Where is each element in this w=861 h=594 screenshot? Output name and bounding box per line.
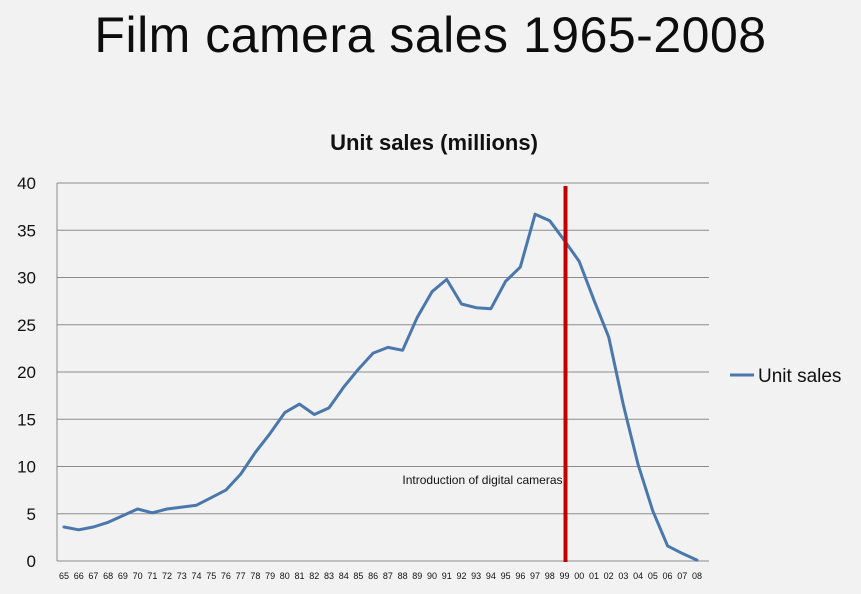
chart-title: Unit sales (millions) xyxy=(330,130,538,155)
x-tick-label: 08 xyxy=(692,571,702,581)
x-tick-label: 68 xyxy=(103,571,113,581)
y-tick-label: 20 xyxy=(17,363,36,382)
x-tick-label: 88 xyxy=(398,571,408,581)
x-tick-label: 06 xyxy=(663,571,673,581)
digital-introduction-marker: Introduction of digital cameras xyxy=(402,186,568,562)
x-tick-label: 99 xyxy=(560,571,570,581)
x-tick-label: 79 xyxy=(265,571,275,581)
x-tick-label: 70 xyxy=(133,571,143,581)
y-tick-label: 30 xyxy=(17,269,36,288)
legend-label: Unit sales xyxy=(758,366,841,387)
x-tick-label: 74 xyxy=(191,571,201,581)
x-tick-label: 81 xyxy=(295,571,305,581)
y-tick-label: 25 xyxy=(17,316,36,335)
y-tick-label: 15 xyxy=(17,410,36,429)
x-tick-label: 67 xyxy=(88,571,98,581)
y-tick-label: 35 xyxy=(17,221,36,240)
gridlines xyxy=(57,182,709,562)
x-tick-labels: 65 66 67 68 69 70 71 72 73 74 75 76 77 78 79 80 81 82 83 84… xyxy=(59,571,702,581)
x-tick-label: 73 xyxy=(177,571,187,581)
x-tick-label: 92 xyxy=(456,571,466,581)
x-tick-label: 04 xyxy=(633,571,643,581)
x-tick-label: 69 xyxy=(118,571,128,581)
digital-marker-annotation: Introduction of digital cameras xyxy=(402,473,562,487)
series-line-unit-sales xyxy=(62,212,699,562)
x-tick-label: 00 xyxy=(574,571,584,581)
x-tick-label: 91 xyxy=(442,571,452,581)
x-tick-label: 86 xyxy=(368,571,378,581)
page-title: Film camera sales 1965-2008 xyxy=(94,7,767,63)
legend: Unit sales xyxy=(730,366,841,387)
x-tick-label: 72 xyxy=(162,571,172,581)
x-tick-label: 96 xyxy=(515,571,525,581)
series-lines xyxy=(62,212,699,562)
x-tick-label: 93 xyxy=(471,571,481,581)
x-tick-label: 02 xyxy=(604,571,614,581)
x-tick-label: 66 xyxy=(74,571,84,581)
x-tick-label: 94 xyxy=(486,571,496,581)
x-tick-label: 78 xyxy=(250,571,260,581)
x-tick-label: 01 xyxy=(589,571,599,581)
x-tick-label: 97 xyxy=(530,571,540,581)
x-tick-label: 77 xyxy=(236,571,246,581)
x-tick-label: 95 xyxy=(501,571,511,581)
x-tick-label: 76 xyxy=(221,571,231,581)
x-tick-label: 71 xyxy=(147,571,157,581)
x-tick-label: 83 xyxy=(324,571,334,581)
x-tick-label: 07 xyxy=(677,571,687,581)
x-tick-label: 80 xyxy=(280,571,290,581)
y-tick-label: 40 xyxy=(17,174,36,193)
x-tick-label: 82 xyxy=(309,571,319,581)
x-tick-label: 75 xyxy=(206,571,216,581)
axes xyxy=(56,183,709,562)
y-tick-label: 10 xyxy=(17,458,36,477)
y-tick-label: 5 xyxy=(27,505,36,524)
x-tick-label: 90 xyxy=(427,571,437,581)
y-tick-label: 0 xyxy=(27,552,36,571)
x-tick-label: 03 xyxy=(618,571,628,581)
x-tick-label: 05 xyxy=(648,571,658,581)
y-tick-labels: 0 5 10 15 20 25 30 35 40 xyxy=(17,174,36,571)
x-tick-label: 65 xyxy=(59,571,69,581)
x-tick-label: 89 xyxy=(412,571,422,581)
x-tick-label: 85 xyxy=(353,571,363,581)
x-tick-label: 84 xyxy=(339,571,349,581)
x-tick-label: 87 xyxy=(383,571,393,581)
x-tick-label: 98 xyxy=(545,571,555,581)
